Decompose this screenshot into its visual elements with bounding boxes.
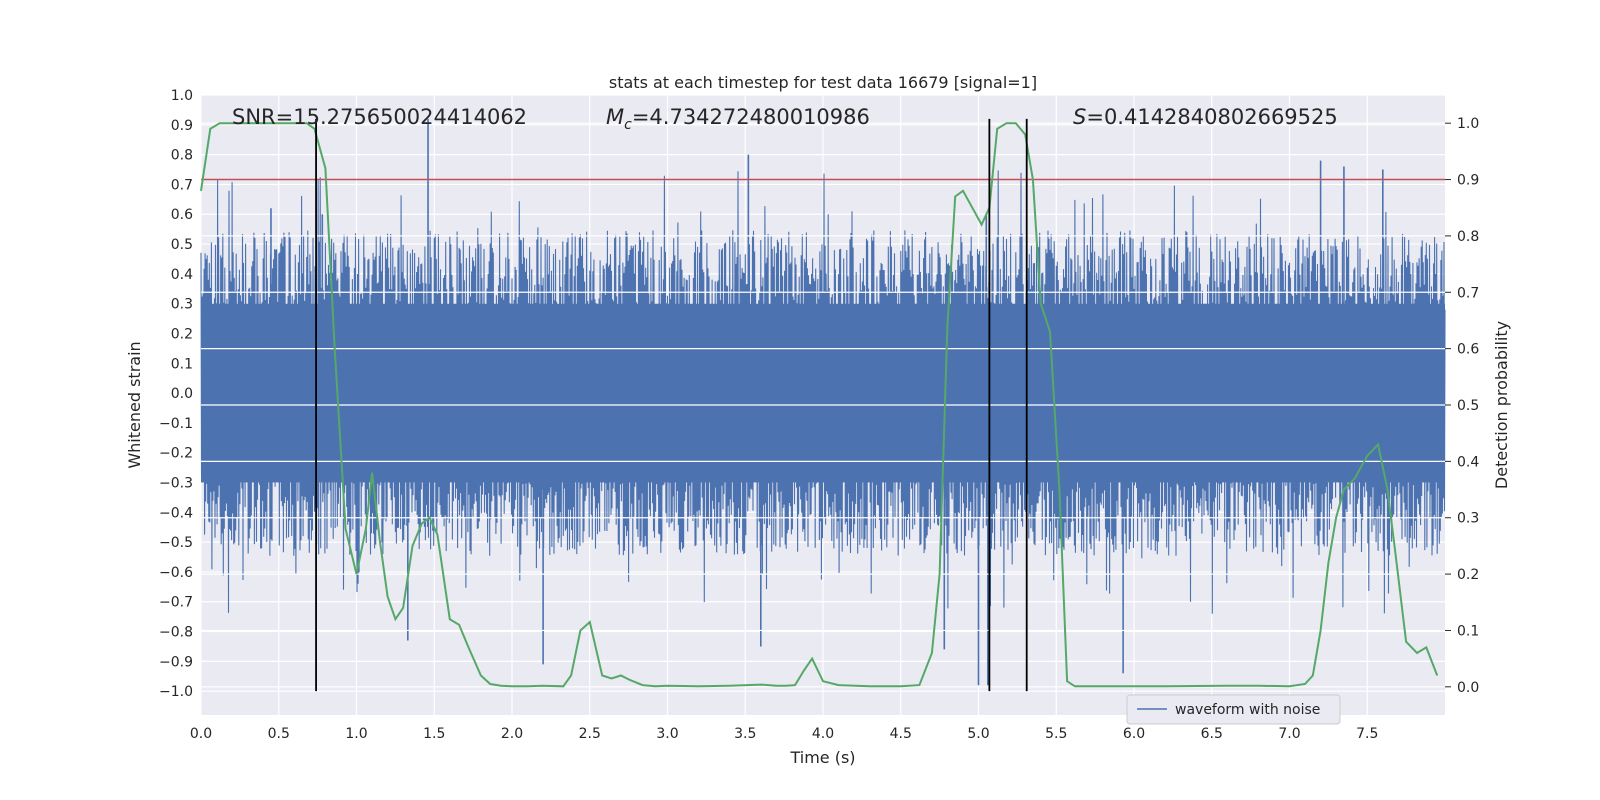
- left-tick-label: −0.9: [159, 654, 193, 670]
- legend-box: [1126, 694, 1341, 725]
- left-tick-label: 0.7: [171, 177, 193, 193]
- left-tick-label: −0.7: [159, 595, 193, 611]
- x-tick-label: 3.5: [734, 726, 756, 742]
- waveform-dense-core: [201, 303, 1445, 483]
- right-tick-label: 0.2: [1457, 567, 1479, 583]
- right-tick-label: 0.9: [1457, 173, 1479, 189]
- event-markers: [315, 118, 1028, 692]
- s-value: =0.4142840802669525: [1086, 105, 1337, 129]
- left-tick-label: 0.3: [171, 297, 193, 313]
- x-tick-label: 1.5: [423, 726, 445, 742]
- right-tick-label: 0.4: [1457, 454, 1479, 470]
- x-tick-label: 6.5: [1201, 726, 1223, 742]
- left-tick-label: −0.3: [159, 476, 193, 492]
- right-tick-label: 0.7: [1457, 285, 1479, 301]
- waveform-with-noise-series: [200, 118, 1446, 686]
- s-symbol: S: [1073, 105, 1086, 129]
- x-tick-label: 3.0: [656, 726, 678, 742]
- left-tick-label: −0.5: [159, 535, 193, 551]
- x-tick-label: 4.0: [812, 726, 834, 742]
- left-tick-label: −0.6: [159, 565, 193, 581]
- left-tick-label: 1.0: [171, 88, 193, 104]
- snr-annotation: SNR=15.275650024414062: [232, 105, 527, 129]
- right-tick-label: 0.1: [1457, 623, 1479, 639]
- left-tick-label: 0.6: [171, 207, 193, 223]
- left-tick-label: −0.1: [159, 416, 193, 432]
- left-tick-label: −0.4: [159, 505, 193, 521]
- left-tick-label: 0.8: [171, 148, 193, 164]
- legend: waveform with noise: [1126, 694, 1341, 725]
- x-tick-label: 2.0: [501, 726, 523, 742]
- left-axis-label: Whitened strain: [125, 341, 144, 468]
- left-tick-label: −0.2: [159, 446, 193, 462]
- chirp-mass-value: =4.734272480010986: [632, 105, 870, 129]
- x-axis-ticks: 0.0 0.5 1.0 1.5 2.0 2.5 3.0 3.5 4.0 4.5 5.0 5.5 6.0 6…: [190, 726, 1379, 742]
- legend-label: waveform with noise: [1175, 702, 1320, 718]
- right-tick-label: 0.6: [1457, 342, 1479, 358]
- left-tick-label: 0.1: [171, 356, 193, 372]
- x-tick-label: 0.5: [268, 726, 290, 742]
- x-axis-label: Time (s): [789, 748, 855, 767]
- left-tick-label: −0.8: [159, 625, 193, 641]
- x-tick-label: 0.0: [190, 726, 212, 742]
- right-tick-label: 0.3: [1457, 511, 1479, 527]
- left-tick-label: 0.9: [171, 118, 193, 134]
- left-tick-label: 0.4: [171, 267, 193, 283]
- right-tick-label: 0.8: [1457, 229, 1479, 245]
- chirp-mass-symbol: M: [606, 105, 624, 129]
- left-axis-ticks: 1.0 0.9 0.8 0.7 0.6 0.5 0.4 0.3 0.2 0.1 0.0 −0.1 −0.…: [159, 88, 193, 700]
- right-tick-label: 1.0: [1457, 116, 1479, 132]
- x-tick-label: 4.5: [890, 726, 912, 742]
- s-annotation: S=0.4142840802669525: [1073, 105, 1338, 129]
- chirp-mass-annotation: Mc=4.734272480010986: [606, 105, 870, 133]
- x-tick-label: 1.0: [345, 726, 367, 742]
- right-axis-ticks: 1.0 0.9 0.8 0.7 0.6 0.5 0.4 0.3 0.2 0.1 0.0: [1445, 116, 1479, 696]
- x-tick-label: 5.5: [1045, 726, 1067, 742]
- chirp-mass-subscript: c: [624, 117, 632, 133]
- right-tick-label: 0.0: [1457, 680, 1479, 696]
- left-tick-label: 0.5: [171, 237, 193, 253]
- left-tick-label: −1.0: [159, 684, 193, 700]
- left-tick-label: 0.0: [171, 386, 193, 402]
- x-tick-label: 5.0: [967, 726, 989, 742]
- x-tick-label: 6.0: [1123, 726, 1145, 742]
- detection-probability-series: [200, 122, 1439, 688]
- x-tick-label: 7.5: [1356, 726, 1378, 742]
- right-tick-label: 0.5: [1457, 398, 1479, 414]
- right-axis-label: Detection probability: [1492, 321, 1511, 489]
- x-tick-label: 2.5: [579, 726, 601, 742]
- left-tick-label: 0.2: [171, 326, 193, 342]
- detection-probability-line: [200, 122, 1439, 688]
- x-tick-label: 7.0: [1278, 726, 1300, 742]
- chart-title: stats at each timestep for test data 166…: [609, 73, 1037, 92]
